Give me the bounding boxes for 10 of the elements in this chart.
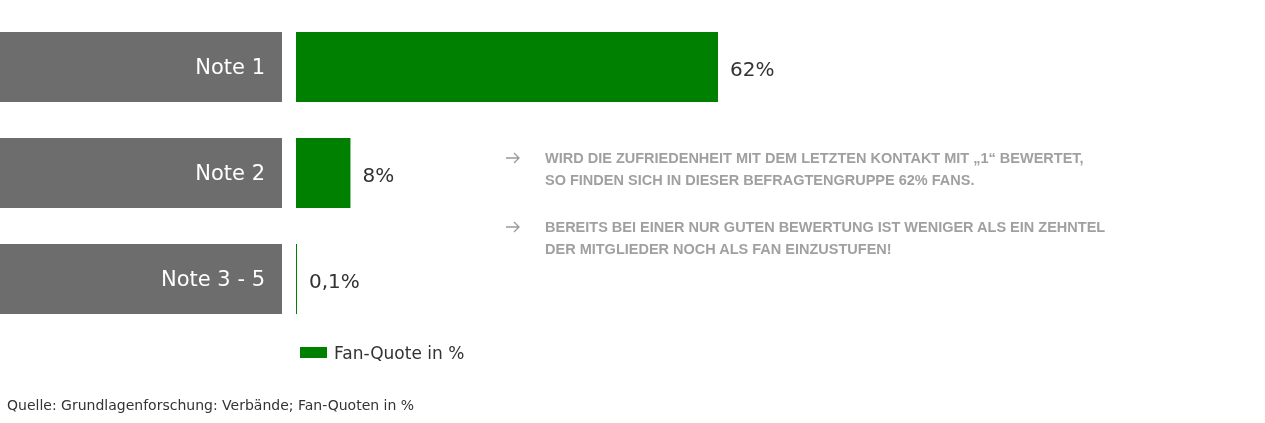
y-tick-label: Note 3 - 5 — [160, 267, 265, 292]
y-tick-label: Note 1 — [195, 55, 265, 80]
data-label: 8% — [362, 163, 395, 187]
y-tick-label: Note 2 — [195, 161, 265, 186]
annotation: WIRD DIE ZUFRIEDENHEIT MIT DEM LETZTEN KONTAKT MIT „1“ BEWERTET, SO FINDEN SICH IN DIESER BEFRAGTENGRUPPE 62% FANS. — [545, 150, 1084, 188]
annotation: BEREITS BEI EINER NUR GUTEN BEWERTUNG IST WENIGER ALS EIN ZEHNTEL DER MITGLIEDER NOCH ALS FAN EINZUSTUFEN! — [545, 219, 1106, 257]
legend-label: Fan-Quote in % — [334, 342, 465, 363]
source-note: Quelle: Grundlagenforschung: Verbände; Fan-Quoten in % — [7, 396, 415, 413]
data-label: 62% — [730, 57, 775, 81]
data-label: 0,1% — [309, 269, 360, 293]
